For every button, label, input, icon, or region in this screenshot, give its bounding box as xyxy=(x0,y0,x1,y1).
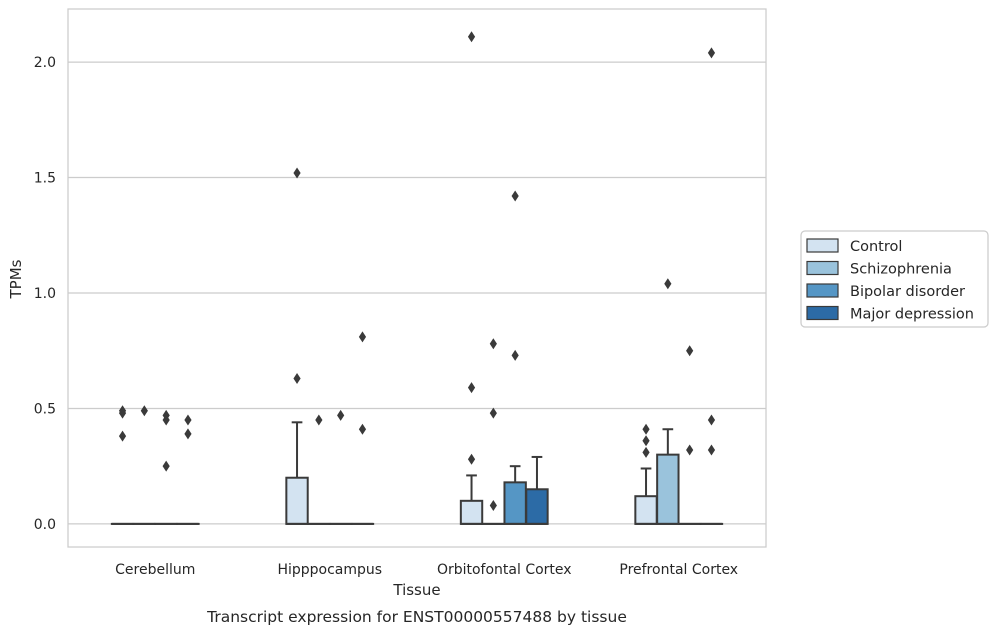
plot-frame xyxy=(67,8,767,548)
box-group xyxy=(110,405,135,525)
outlier-point xyxy=(511,349,519,361)
x-tick-label: Hipppocampus xyxy=(277,562,382,578)
box-group xyxy=(699,47,724,525)
outlier-point xyxy=(664,278,672,290)
y-tick-label: 1.0 xyxy=(34,286,56,302)
legend-swatch xyxy=(806,238,839,253)
outlier-point xyxy=(184,414,192,426)
box-group xyxy=(656,278,680,525)
y-tick-label: 1.5 xyxy=(34,171,56,187)
outlier-point xyxy=(162,409,170,421)
box-group xyxy=(328,409,353,525)
outlier-point xyxy=(358,331,367,343)
box-group xyxy=(285,167,309,525)
outlier-point xyxy=(642,435,650,447)
legend-swatch xyxy=(806,260,839,276)
outlier-point xyxy=(118,430,127,442)
outlier-point xyxy=(118,405,127,417)
legend-label: Major depression xyxy=(850,307,974,323)
box xyxy=(285,476,309,525)
y-tick-label: 0.5 xyxy=(34,401,56,417)
x-tick-label: Prefrontal Cortex xyxy=(619,562,738,578)
box xyxy=(656,453,680,525)
outlier-point xyxy=(293,372,301,384)
outlier-point xyxy=(642,446,650,458)
legend-swatch xyxy=(806,283,839,298)
box-group xyxy=(634,423,658,525)
outlier-point xyxy=(489,499,497,511)
x-axis-ticks: Cerebellum Hipppocampus Orbitofontal Corte… xyxy=(115,562,738,578)
outlier-point xyxy=(162,460,170,472)
outlier-point xyxy=(707,444,716,456)
outlier-point xyxy=(489,338,497,350)
box xyxy=(503,481,527,525)
box xyxy=(525,488,549,525)
box-group xyxy=(350,331,375,525)
outlier-point xyxy=(707,414,716,426)
outlier-point xyxy=(140,405,148,417)
outlier-point xyxy=(467,453,476,465)
legend-frame xyxy=(800,230,989,328)
y-axis-ticks: 0.0 0.5 1.0 1.5 2.0 xyxy=(34,55,56,533)
legend-swatch xyxy=(806,305,839,321)
outlier-point xyxy=(293,167,301,179)
plot-area xyxy=(110,31,724,525)
legend-label: Bipolar disorder xyxy=(850,284,965,300)
box-group xyxy=(503,190,527,525)
outlier-point xyxy=(337,409,345,421)
box-group xyxy=(525,455,549,525)
legend-label: Schizophrenia xyxy=(850,262,952,278)
box-group xyxy=(481,338,506,525)
outlier-point xyxy=(707,47,716,59)
box-group xyxy=(154,409,178,525)
x-tick-label: Cerebellum xyxy=(115,562,195,578)
outlier-point xyxy=(489,407,497,419)
box xyxy=(634,495,658,525)
legend: Control Schizophrenia Bipolar disorder Majo… xyxy=(800,230,989,328)
outlier-point xyxy=(511,190,519,202)
box xyxy=(459,499,484,525)
legend-label: Control xyxy=(850,239,902,255)
y-axis-label: TPMs xyxy=(7,259,25,299)
y-tick-label: 0.0 xyxy=(34,517,56,533)
outlier-point xyxy=(642,423,650,435)
box-group xyxy=(677,345,702,525)
outlier-point xyxy=(467,382,476,394)
x-tick-label: Orbitofontal Cortex xyxy=(437,562,572,578)
outlier-point xyxy=(467,31,476,43)
outlier-point xyxy=(686,444,694,456)
box-group xyxy=(459,31,484,525)
outlier-point xyxy=(315,414,323,426)
outlier-point xyxy=(686,345,694,357)
y-tick-label: 2.0 xyxy=(34,55,56,71)
outlier-point xyxy=(184,428,192,440)
box-group xyxy=(176,414,200,525)
x-axis-label: Tissue xyxy=(392,581,440,599)
outlier-point xyxy=(358,423,367,435)
box-group xyxy=(307,414,331,525)
box-group xyxy=(132,405,157,525)
chart-caption: Transcript expression for ENST0000055748… xyxy=(206,608,627,626)
